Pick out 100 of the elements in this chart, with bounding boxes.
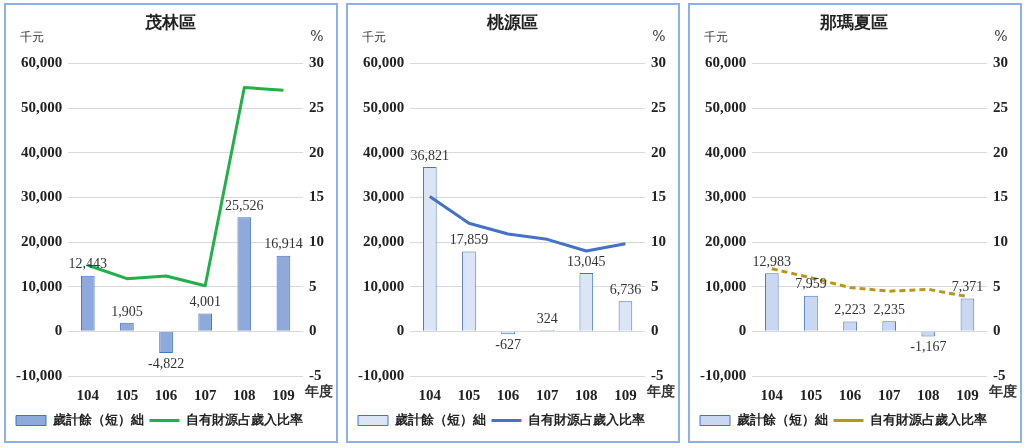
x-tick-label: 106	[496, 386, 520, 403]
y2-tick-label: 5	[309, 277, 317, 294]
y2-tick-label: 15	[993, 188, 1008, 205]
y2-tick-label: 10	[309, 232, 324, 249]
y-tick-label: 10,000	[21, 277, 63, 294]
y2-tick-label: 30	[309, 54, 324, 71]
data-label: 7,371	[951, 279, 984, 295]
legend-label: 歲計餘（短）絀	[393, 411, 486, 427]
y2-tick-label: 25	[309, 98, 324, 115]
y-tick-label: 10,000	[363, 277, 405, 294]
y-tick-label: -10,000	[700, 366, 747, 383]
y2-tick-label: 5	[993, 277, 1001, 294]
data-label: 25,526	[225, 198, 264, 214]
x-tick-label: 108	[575, 386, 598, 403]
x-tick-label: 105	[799, 386, 823, 403]
y-tick-label: 30,000	[705, 188, 747, 205]
x-tick-label: 104	[418, 386, 442, 403]
x-tick-label: 105	[457, 386, 481, 403]
y-tick-label: 50,000	[363, 98, 405, 115]
y2-tick-label: 25	[651, 98, 666, 115]
data-label: 16,914	[264, 236, 303, 252]
x-tick-label: 106	[154, 386, 178, 403]
y-tick-label: 30,000	[363, 188, 405, 205]
y2-tick-label: 30	[651, 54, 666, 71]
y-tick-label: -10,000	[358, 366, 405, 383]
x-tick-label: 105	[115, 386, 139, 403]
y2-tick-label: 20	[309, 143, 324, 160]
x-tick-label: 107	[193, 386, 217, 403]
x-axis-title: 年度	[988, 382, 1017, 399]
y2-tick-label: 10	[993, 232, 1008, 249]
data-label: 7,959	[795, 276, 827, 292]
data-label: -4,822	[147, 355, 185, 371]
y2-tick-label: 0	[651, 322, 659, 339]
data-label: 2,235	[873, 302, 905, 318]
y2-tick-label: 15	[309, 188, 324, 205]
x-tick-label: 108	[917, 386, 940, 403]
x-tick-label: 109	[614, 386, 637, 403]
data-label: -1,167	[910, 339, 947, 355]
y-tick-label: 40,000	[705, 143, 747, 160]
y-tick-label: 60,000	[363, 54, 405, 71]
y2-axis-title: %	[652, 28, 666, 45]
data-label: 324	[536, 310, 558, 326]
y2-tick-label: 10	[651, 232, 666, 249]
x-axis-title: 年度	[646, 382, 675, 399]
data-label: 1,905	[111, 303, 143, 319]
x-tick-label: 106	[838, 386, 862, 403]
data-label: 36,821	[410, 147, 450, 163]
y2-tick-label: 15	[651, 188, 666, 205]
x-tick-label: 107	[877, 386, 901, 403]
y-tick-label: 50,000	[21, 98, 63, 115]
legend-label: 自有財源占歲入比率	[186, 411, 303, 427]
y2-tick-label: 20	[651, 143, 666, 160]
y-tick-label: -10,000	[16, 366, 63, 383]
data-label: -627	[495, 336, 521, 352]
chart-title: 茂林區	[143, 11, 196, 32]
y2-tick-label: 30	[993, 54, 1008, 71]
data-label: 4,001	[189, 294, 221, 310]
chart-title: 那瑪夏區	[819, 11, 888, 32]
x-tick-label: 109	[956, 386, 979, 403]
y-axis-title: 千元	[704, 29, 728, 44]
y2-tick-label: 0	[993, 322, 1001, 339]
y-axis-title: 千元	[20, 29, 44, 44]
x-tick-label: 108	[233, 386, 256, 403]
y-tick-label: 60,000	[705, 54, 747, 71]
x-tick-label: 104	[760, 386, 784, 403]
chart-title: 桃源區	[485, 11, 538, 32]
x-tick-label: 107	[535, 386, 559, 403]
data-label: 13,045	[567, 253, 606, 269]
y2-tick-label: -5	[651, 366, 664, 383]
y-tick-label: 20,000	[21, 232, 63, 249]
data-label: 12,983	[752, 254, 792, 270]
y-tick-label: 0	[54, 322, 63, 339]
legend-label: 自有財源占歲入比率	[870, 411, 987, 427]
y2-axis-title: %	[994, 28, 1008, 45]
x-axis-title: 年度	[304, 382, 333, 399]
x-tick-label: 109	[272, 386, 295, 403]
y2-tick-label: 25	[993, 98, 1008, 115]
legend-label: 歲計餘（短）絀	[735, 411, 828, 427]
data-label: 2,223	[834, 302, 866, 318]
y-tick-label: 60,000	[21, 54, 63, 71]
y-tick-label: 30,000	[21, 188, 63, 205]
legend-label: 自有財源占歲入比率	[528, 411, 645, 427]
y-tick-label: 20,000	[363, 232, 405, 249]
data-label: 12,443	[68, 256, 108, 272]
x-tick-label: 104	[76, 386, 100, 403]
y-tick-label: 40,000	[363, 143, 405, 160]
y-tick-label: 20,000	[705, 232, 747, 249]
y2-tick-label: -5	[309, 366, 322, 383]
legend-label: 歲計餘（短）絀	[51, 411, 144, 427]
y2-tick-label: 5	[651, 277, 659, 294]
data-label: 17,859	[449, 232, 489, 248]
y2-tick-label: 20	[993, 143, 1008, 160]
y-tick-label: 0	[396, 322, 405, 339]
y-tick-label: 50,000	[705, 98, 747, 115]
y-tick-label: 0	[738, 322, 747, 339]
y2-tick-label: 0	[309, 322, 317, 339]
y2-tick-label: -5	[993, 366, 1006, 383]
y-axis-title: 千元	[362, 29, 386, 44]
data-label: 6,736	[609, 281, 642, 297]
y-tick-label: 40,000	[21, 143, 63, 160]
